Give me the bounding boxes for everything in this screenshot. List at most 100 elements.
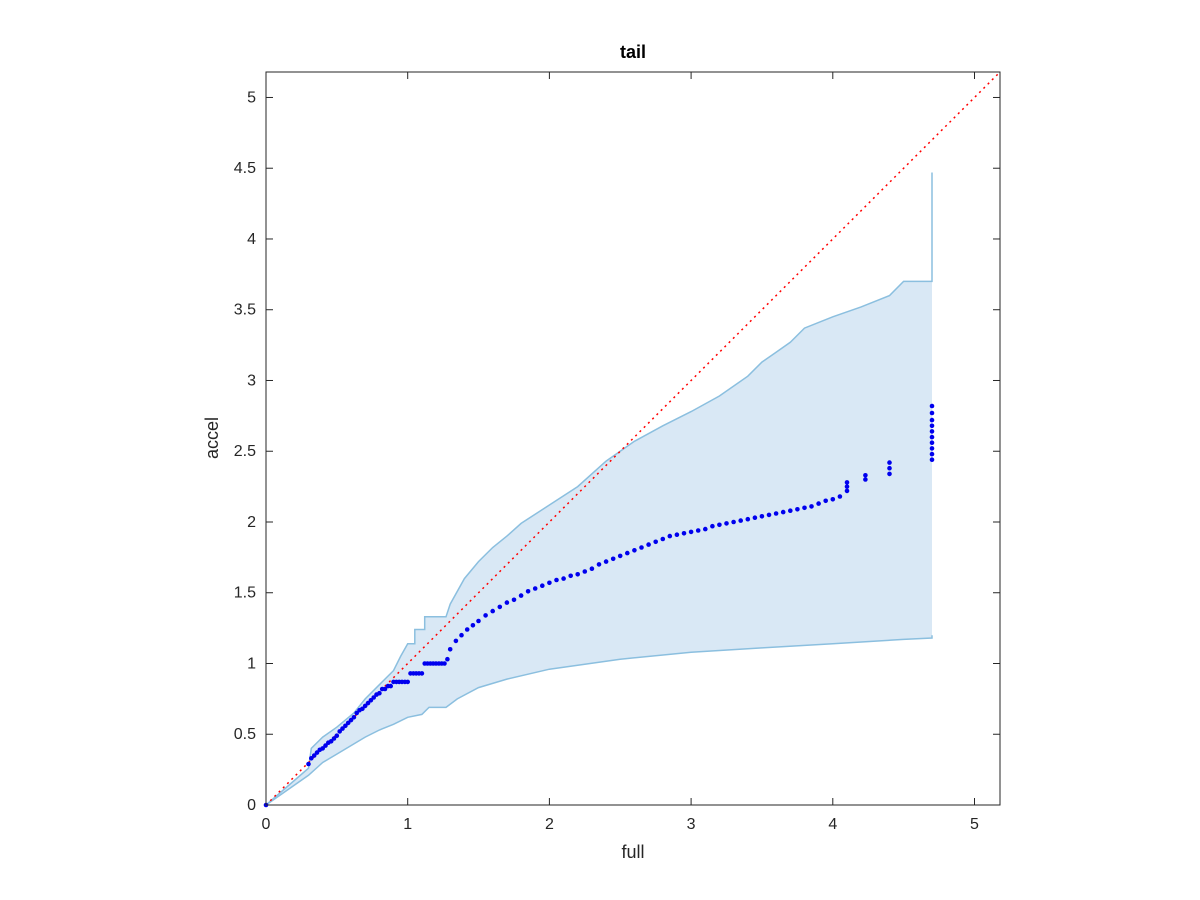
x-tick-label: 0 — [262, 816, 271, 833]
y-tick-label: 4.5 — [234, 160, 256, 177]
data-point — [788, 508, 793, 513]
data-point — [314, 750, 320, 755]
band-fill — [266, 172, 932, 805]
data-point — [660, 536, 666, 542]
data-point — [738, 518, 743, 523]
data-point — [887, 465, 892, 471]
data-point — [617, 553, 623, 559]
data-point — [311, 753, 317, 758]
data-point — [453, 638, 459, 644]
data-point — [362, 703, 368, 709]
data-point — [863, 473, 868, 478]
data-point — [343, 723, 348, 729]
data-point — [582, 569, 588, 574]
y-tick-label: 1.5 — [234, 585, 256, 602]
data-point — [667, 533, 673, 539]
data-point — [632, 548, 637, 553]
data-point — [929, 457, 935, 463]
data-point — [766, 512, 772, 518]
data-point — [844, 480, 850, 485]
data-point — [802, 505, 807, 511]
data-point — [354, 710, 360, 716]
data-point — [646, 542, 651, 547]
data-point — [863, 477, 868, 482]
data-point — [929, 423, 935, 429]
data-point — [306, 761, 311, 767]
data-point — [309, 756, 314, 761]
data-point — [688, 529, 694, 535]
data-point — [459, 632, 464, 638]
data-point — [603, 559, 609, 564]
data-point — [348, 717, 354, 723]
y-axis-ticks: 0 0.5 1 1.5 2 2.5 3 3.5 4 4.5 5 — [234, 89, 1000, 814]
data-point — [365, 700, 371, 706]
data-point — [328, 739, 334, 744]
data-point — [780, 509, 786, 515]
data-point — [710, 523, 715, 529]
data-point — [929, 434, 935, 440]
data-points — [263, 403, 935, 808]
data-point — [360, 706, 365, 712]
data-point — [929, 410, 935, 416]
data-point — [554, 577, 559, 583]
data-point — [497, 604, 503, 610]
data-point — [320, 746, 326, 751]
y-tick-label: 3 — [247, 372, 256, 389]
data-point — [337, 729, 343, 734]
y-tick-label: 5 — [247, 89, 256, 106]
data-point — [887, 460, 892, 465]
data-point — [351, 715, 357, 720]
data-point — [540, 583, 545, 588]
data-point — [575, 572, 580, 577]
data-point — [596, 562, 602, 567]
data-point — [731, 519, 736, 525]
x-axis-label: full — [621, 842, 644, 862]
data-point — [759, 514, 765, 519]
data-point — [929, 451, 935, 457]
data-point — [724, 521, 729, 526]
data-point — [476, 618, 481, 624]
data-point — [483, 613, 488, 618]
data-point — [844, 484, 850, 489]
reference-line-layer — [265, 71, 1001, 806]
confidence-band — [265, 172, 933, 806]
data-point — [464, 627, 470, 632]
data-point — [589, 566, 595, 571]
data-point — [368, 698, 374, 703]
data-point — [674, 532, 680, 537]
data-point — [504, 600, 510, 605]
reference-line — [265, 71, 1001, 806]
data-point — [511, 597, 517, 603]
data-point — [525, 589, 531, 594]
data-point — [717, 522, 722, 528]
y-axis-label: accel — [202, 417, 222, 459]
data-point — [470, 623, 476, 628]
y-tick-label: 2 — [247, 514, 256, 531]
data-point — [844, 488, 850, 494]
data-point — [377, 690, 382, 696]
data-point — [340, 726, 345, 731]
data-point — [681, 531, 687, 536]
data-point — [532, 586, 538, 591]
plot-frame — [265, 71, 1001, 806]
data-point — [773, 511, 779, 516]
data-point — [568, 573, 573, 579]
data-point — [490, 608, 496, 614]
data-point — [929, 446, 935, 451]
data-point — [929, 440, 935, 446]
data-point — [929, 429, 935, 434]
data-point — [752, 515, 758, 520]
data-point — [547, 580, 552, 586]
band-lower-edge — [265, 635, 933, 806]
data-point — [639, 545, 644, 550]
data-point — [695, 528, 701, 533]
data-point — [625, 550, 630, 556]
data-point — [887, 471, 892, 477]
data-point — [653, 539, 658, 545]
data-point — [323, 743, 328, 748]
y-tick-label: 3.5 — [234, 302, 256, 319]
data-point — [795, 507, 800, 512]
y-tick-label: 1 — [247, 655, 256, 672]
data-point — [816, 501, 821, 506]
